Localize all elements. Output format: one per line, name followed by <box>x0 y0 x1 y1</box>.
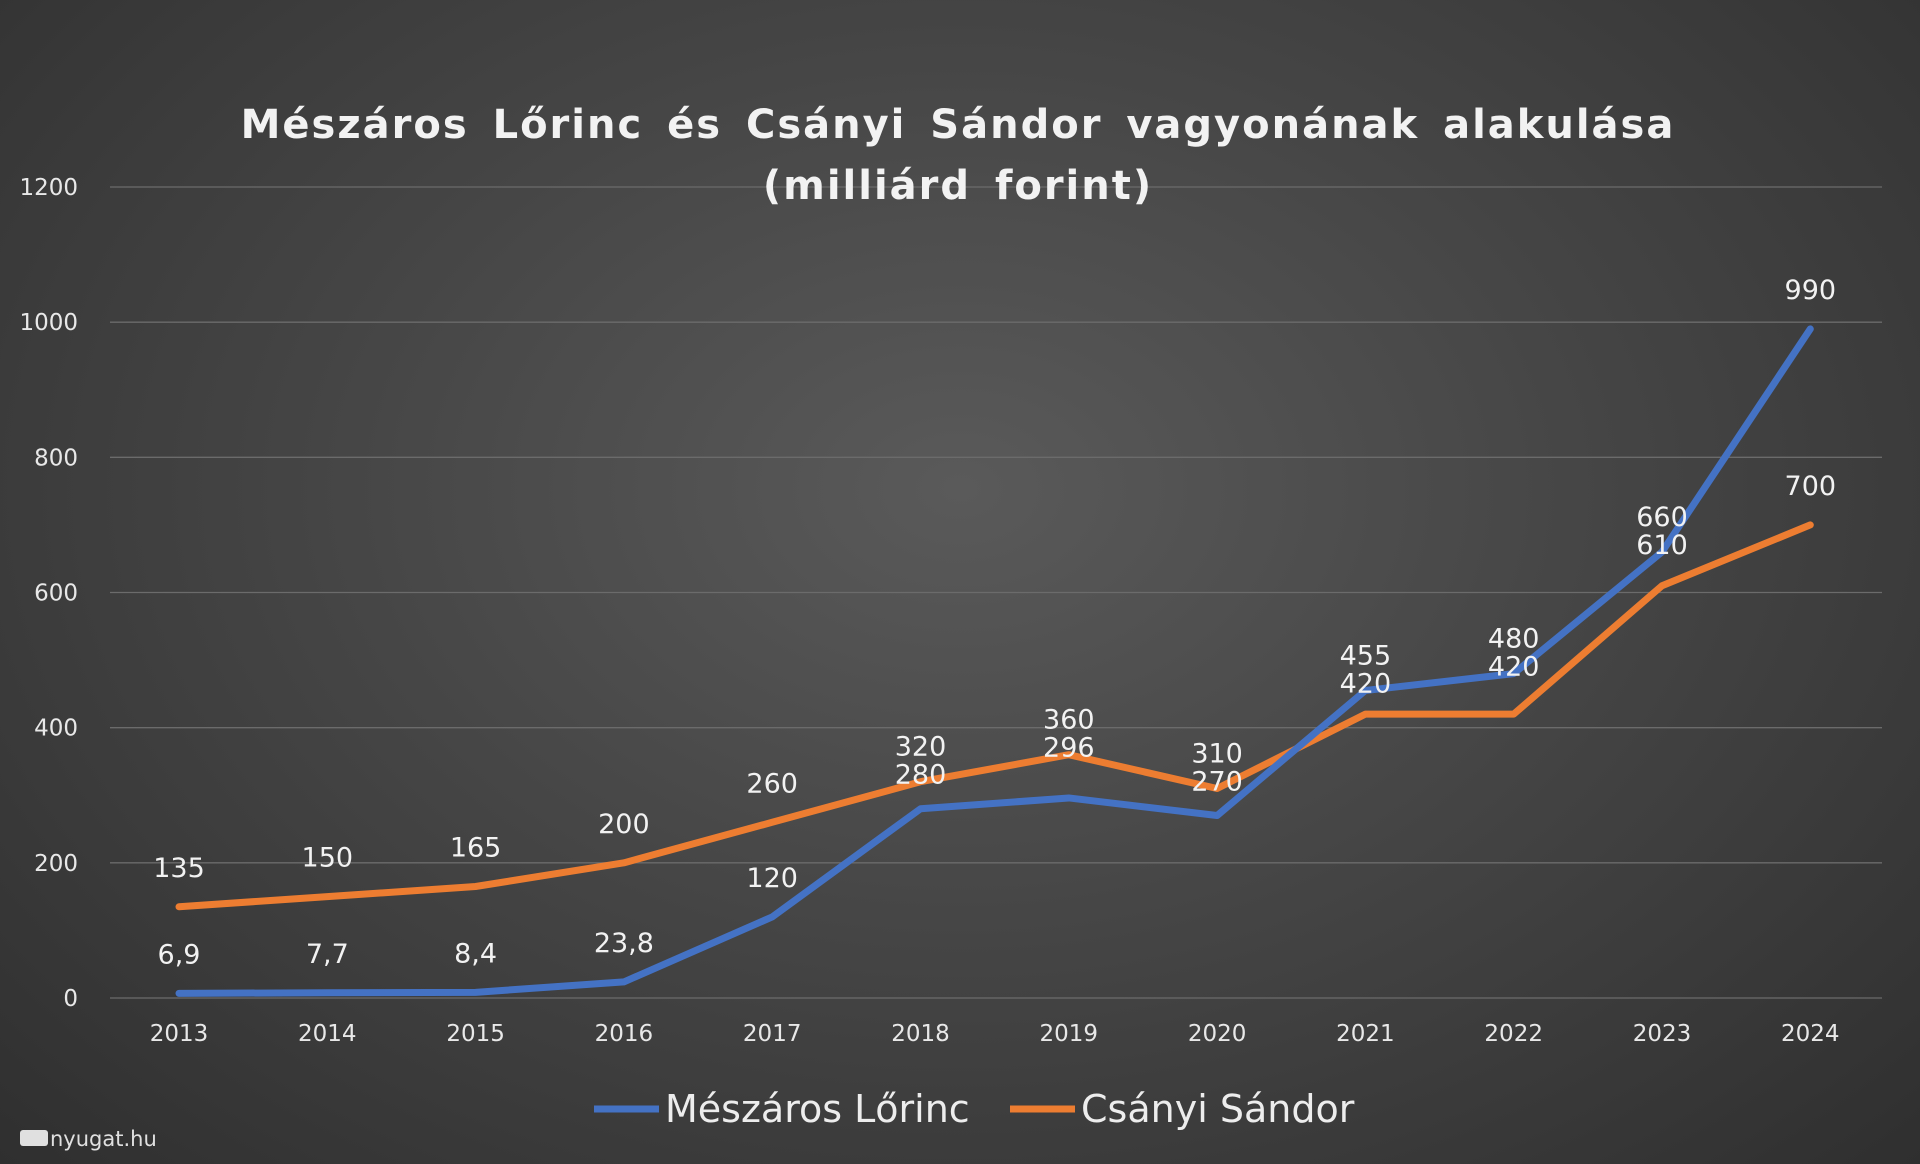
x-tick-label: 2016 <box>595 1021 654 1047</box>
y-axis-ticks: 0 200 400 600 800 1000 1200 <box>19 175 78 1012</box>
x-tick-label: 2022 <box>1484 1021 1543 1047</box>
legend: Mészáros Lőrinc Csányi Sándor <box>594 1087 1355 1131</box>
data-label-meszaros: 280 <box>895 760 947 791</box>
data-label-csanyi: 420 <box>1340 668 1392 699</box>
data-label-csanyi: 310 <box>1191 738 1243 769</box>
x-tick-label: 2018 <box>891 1021 950 1047</box>
legend-label-meszaros: Mészáros Lőrinc <box>665 1087 970 1131</box>
x-tick-label: 2024 <box>1781 1021 1840 1047</box>
y-tick-label: 600 <box>34 581 78 607</box>
data-label-meszaros: 270 <box>1191 766 1243 797</box>
data-label-csanyi: 360 <box>1043 705 1095 736</box>
data-label-meszaros: 480 <box>1488 624 1540 655</box>
data-label-csanyi: 420 <box>1488 652 1540 683</box>
data-label-csanyi: 150 <box>302 843 354 874</box>
watermark-text: nyugat.hu <box>50 1127 157 1151</box>
data-label-meszaros: 120 <box>746 863 798 894</box>
series-line-csanyi <box>175 521 1814 911</box>
gridlines <box>110 186 1882 999</box>
data-label-meszaros: 660 <box>1636 502 1688 533</box>
x-axis-ticks: 2013 2014 2015 2016 2017 2018 2019 2020 2021 2022… <box>150 1021 1840 1047</box>
data-label-meszaros: 7,7 <box>306 939 349 970</box>
chart-subtitle: (milliárd forint) <box>763 163 1153 209</box>
data-label-meszaros: 990 <box>1785 275 1837 306</box>
y-tick-label: 0 <box>63 986 78 1012</box>
x-tick-label: 2023 <box>1633 1021 1692 1047</box>
chart-title: Mészáros Lőrinc és Csányi Sándor vagyoná… <box>241 102 1676 148</box>
y-tick-label: 400 <box>34 716 78 742</box>
data-label-meszaros: 23,8 <box>594 928 654 959</box>
x-tick-label: 2019 <box>1040 1021 1099 1047</box>
series-line-meszaros <box>175 325 1814 997</box>
data-label-meszaros: 8,4 <box>454 938 497 969</box>
data-label-csanyi: 165 <box>450 832 502 863</box>
data-label-meszaros: 296 <box>1043 733 1095 764</box>
y-tick-label: 1200 <box>19 175 78 201</box>
data-label-csanyi: 135 <box>153 853 205 884</box>
x-tick-label: 2017 <box>743 1021 802 1047</box>
x-tick-label: 2020 <box>1188 1021 1247 1047</box>
y-tick-label: 1000 <box>19 310 78 336</box>
data-label-csanyi: 200 <box>598 809 650 840</box>
x-tick-label: 2014 <box>298 1021 357 1047</box>
legend-label-csanyi: Csányi Sándor <box>1081 1087 1355 1131</box>
series-lines <box>175 325 1814 997</box>
y-tick-label: 800 <box>34 445 78 471</box>
x-tick-label: 2015 <box>446 1021 505 1047</box>
data-label-csanyi: 260 <box>746 768 798 799</box>
y-tick-label: 200 <box>34 851 78 877</box>
data-label-csanyi: 320 <box>895 732 947 763</box>
data-labels: 6,9 7,7 8,4 23,8 120 280 296 270 455 480 660 990 135… <box>153 275 1836 970</box>
watermark: nyugat.hu <box>20 1127 157 1151</box>
data-label-meszaros: 6,9 <box>158 939 201 970</box>
data-label-csanyi: 610 <box>1636 530 1688 561</box>
watermark-logo-icon <box>20 1130 48 1146</box>
x-tick-label: 2021 <box>1336 1021 1395 1047</box>
data-label-meszaros: 455 <box>1340 640 1392 671</box>
x-tick-label: 2013 <box>150 1021 209 1047</box>
data-label-csanyi: 700 <box>1785 471 1837 502</box>
